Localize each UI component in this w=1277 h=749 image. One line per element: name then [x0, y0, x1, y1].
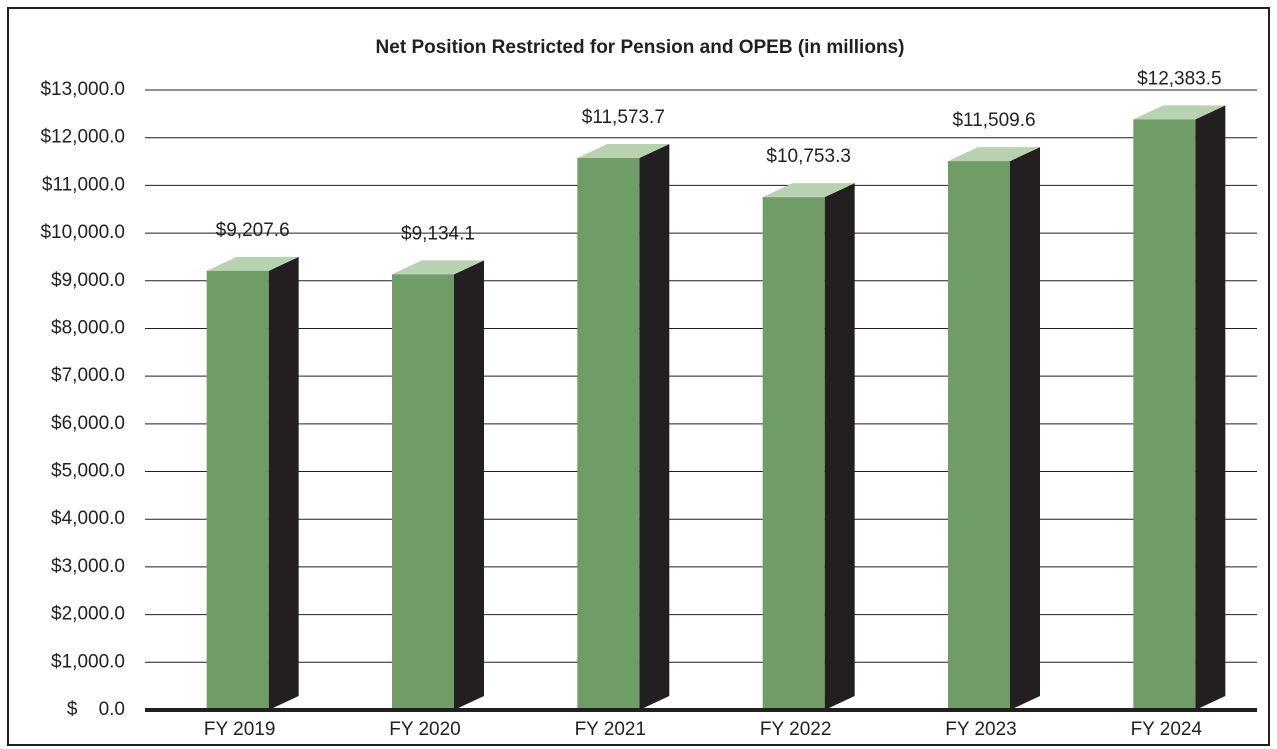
y-tick-label: $6,000.0	[51, 413, 125, 434]
bar-side	[1195, 105, 1226, 711]
y-tick-label: $5,000.0	[51, 461, 125, 482]
value-label: $9,134.1	[401, 223, 475, 244]
x-tick-label: FY 2021	[575, 719, 646, 740]
bar-side	[454, 260, 484, 710]
value-label: $11,509.6	[952, 110, 1035, 131]
bar	[577, 158, 640, 710]
bar-side	[824, 183, 855, 710]
bar	[392, 274, 454, 710]
y-tick-label: $7,000.0	[51, 365, 125, 386]
y-tick-label: $1,000.0	[51, 651, 125, 672]
y-tick-label: $2,000.0	[51, 604, 125, 625]
y-tick-label: $3,000.0	[51, 556, 125, 577]
bar-top	[392, 260, 484, 275]
bar	[206, 270, 269, 710]
x-tick-label: FY 2022	[760, 719, 831, 740]
x-tick-label: FY 2019	[204, 719, 275, 740]
y-tick-label: $13,000.0	[40, 79, 125, 100]
y-tick-label: $8,000.0	[51, 317, 125, 338]
bar-side	[268, 256, 299, 710]
value-label: $12,383.5	[1137, 68, 1222, 89]
value-label: $10,753.3	[766, 146, 851, 167]
x-tick-label: FY 2024	[1131, 719, 1203, 740]
y-tick-label: $11,000.0	[42, 174, 125, 195]
bar-side	[639, 144, 670, 710]
y-tick-label: $4,000.0	[51, 508, 125, 529]
bar	[948, 161, 1010, 710]
bar-top	[1133, 105, 1226, 120]
chart-title: Net Position Restricted for Pension and …	[376, 37, 905, 58]
value-label: $11,573.7	[582, 107, 665, 128]
value-label: $9,207.6	[216, 220, 290, 241]
bar	[762, 197, 825, 710]
y-tick-label: $12,000.0	[40, 127, 125, 148]
x-tick-label: FY 2020	[389, 719, 460, 740]
y-tick-label: $ 0.0	[67, 699, 125, 720]
bar-top	[948, 147, 1040, 162]
bar-top	[206, 256, 299, 271]
bar-side	[1010, 147, 1040, 710]
y-tick-label: $9,000.0	[51, 270, 125, 291]
x-tick-label: FY 2023	[945, 719, 1016, 740]
bar	[1133, 119, 1196, 711]
y-tick-label: $10,000.0	[40, 222, 125, 243]
bar-top	[762, 183, 855, 198]
bar-top	[577, 144, 670, 159]
